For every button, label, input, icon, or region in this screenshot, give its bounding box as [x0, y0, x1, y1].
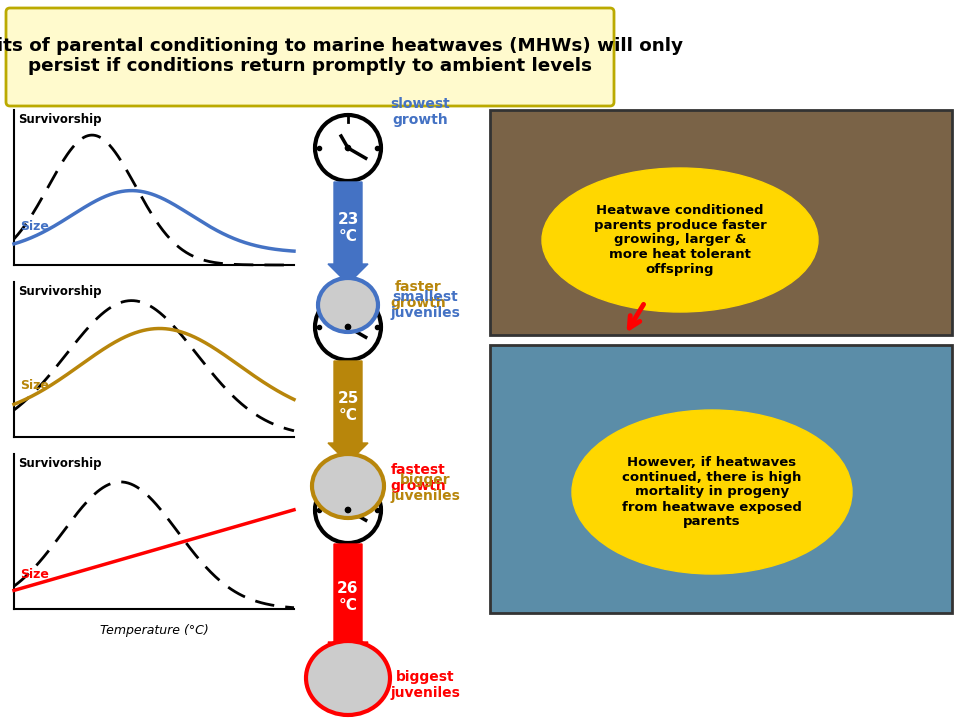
Bar — [490, 110, 952, 335]
Text: However, if heatwaves
continued, there is high
mortality in progeny
from heatwav: However, if heatwaves continued, there i… — [622, 456, 802, 528]
Text: Size: Size — [20, 220, 49, 233]
Ellipse shape — [542, 168, 818, 312]
Text: Temperature (°C): Temperature (°C) — [100, 624, 208, 637]
Ellipse shape — [572, 410, 852, 574]
Circle shape — [315, 477, 381, 543]
FancyBboxPatch shape — [6, 8, 614, 106]
Text: Survivorship: Survivorship — [18, 285, 102, 298]
Text: Size: Size — [20, 379, 49, 392]
Text: Survivorship: Survivorship — [18, 113, 102, 126]
FancyArrow shape — [328, 361, 368, 463]
Text: 26
°C: 26 °C — [337, 581, 359, 613]
Text: Benefits of parental conditioning to marine heatwaves (MHWs) will only
persist i: Benefits of parental conditioning to mar… — [0, 37, 683, 76]
Ellipse shape — [318, 278, 378, 332]
Circle shape — [346, 145, 350, 150]
Text: faster
growth: faster growth — [390, 280, 445, 310]
Ellipse shape — [312, 454, 384, 518]
Text: slowest
growth: slowest growth — [390, 97, 449, 127]
Text: Heatwave conditioned
parents produce faster
growing, larger &
more heat tolerant: Heatwave conditioned parents produce fas… — [593, 204, 766, 276]
Text: 25
°C: 25 °C — [337, 391, 359, 423]
Text: biggest
juveniles: biggest juveniles — [390, 670, 460, 700]
Text: smallest
juveniles: smallest juveniles — [390, 290, 460, 320]
Text: fastest
growth: fastest growth — [390, 463, 445, 493]
Circle shape — [346, 508, 350, 513]
FancyArrow shape — [328, 544, 368, 662]
Text: Size: Size — [20, 568, 49, 581]
Text: Survivorship: Survivorship — [18, 457, 102, 470]
Circle shape — [315, 294, 381, 360]
FancyArrow shape — [328, 182, 368, 284]
Bar — [490, 345, 952, 613]
Ellipse shape — [306, 641, 390, 715]
Text: 23
°C: 23 °C — [337, 212, 359, 244]
Circle shape — [315, 115, 381, 181]
Circle shape — [346, 324, 350, 330]
Text: bigger
juveniles: bigger juveniles — [390, 473, 460, 503]
